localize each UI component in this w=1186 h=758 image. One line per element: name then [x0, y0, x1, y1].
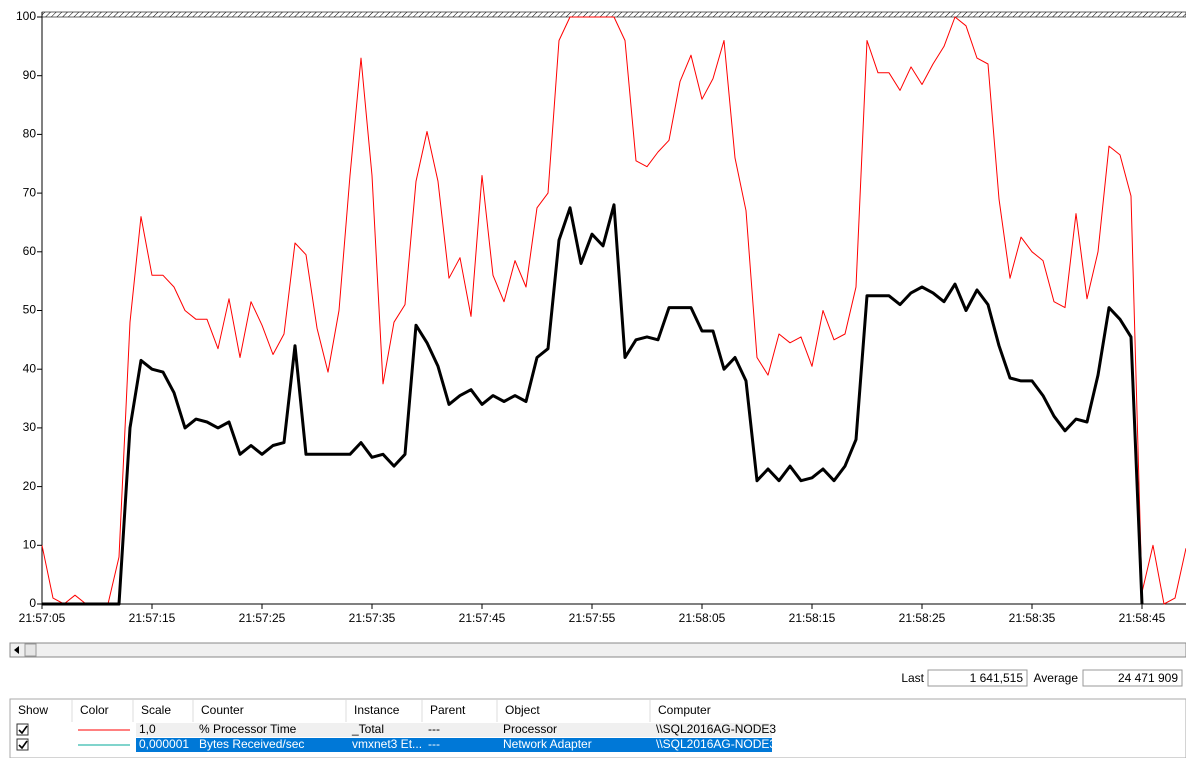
- average-label: Average: [1034, 671, 1079, 685]
- y-tick-label: 60: [23, 244, 37, 258]
- cell: Network Adapter: [503, 737, 592, 751]
- x-tick-label: 21:57:05: [19, 611, 66, 625]
- cell: % Processor Time: [199, 722, 297, 736]
- cell: \\SQL2016AG-NODE3: [656, 722, 776, 736]
- cell: \\SQL2016AG-NODE3: [656, 737, 776, 751]
- cell: 0,000001: [139, 737, 189, 751]
- x-tick-label: 21:57:35: [349, 611, 396, 625]
- average-box: [1082, 669, 1183, 687]
- x-tick-label: 21:58:25: [899, 611, 946, 625]
- x-tick-label: 21:58:05: [679, 611, 726, 625]
- overflow-band: [41, 11, 1186, 18]
- column-header: Instance: [354, 703, 400, 717]
- checkmark: [18, 725, 28, 735]
- x-tick-label: 21:57:55: [569, 611, 616, 625]
- last-label: Last: [901, 671, 924, 685]
- column-header: Computer: [658, 703, 711, 717]
- y-tick-label: 50: [23, 303, 37, 317]
- y-tick-label: 80: [23, 127, 37, 141]
- column-header: Scale: [141, 703, 171, 717]
- scrollbar[interactable]: [9, 642, 1186, 658]
- y-tick-label: 70: [23, 185, 37, 199]
- cell: _Total: [351, 722, 384, 736]
- scroll-thumb[interactable]: [24, 643, 37, 657]
- column-header: Counter: [201, 703, 244, 717]
- show-checkbox[interactable]: [16, 738, 29, 751]
- x-tick-label: 21:57:45: [459, 611, 506, 625]
- column-header: Show: [18, 703, 48, 717]
- row[interactable]: [136, 723, 772, 737]
- series-line: [42, 203, 1144, 606]
- last-box: [927, 669, 1028, 687]
- y-tick-label: 0: [29, 596, 36, 610]
- x-tick-label: 21:57:15: [129, 611, 176, 625]
- cell: vmxnet3 Et...: [352, 737, 422, 751]
- y-tick-label: 40: [23, 361, 37, 375]
- average-value: 24 471 909: [1118, 671, 1178, 685]
- x-tick-label: 21:58:45: [1119, 611, 1166, 625]
- column-header: Color: [80, 703, 109, 717]
- y-tick-label: 90: [23, 68, 37, 82]
- cell: 1,0: [139, 722, 156, 736]
- table-body: Show Color Scale Counter Instance Parent Objec…: [16, 700, 776, 752]
- y-tick-label: 30: [23, 420, 37, 434]
- checkmark: [18, 740, 28, 750]
- y-tick-label: 20: [23, 479, 37, 493]
- column-header: Object: [505, 703, 540, 717]
- x-tick-label: 21:58:15: [789, 611, 836, 625]
- y-tick-label: 10: [23, 537, 37, 551]
- series-line: [41, 16, 1186, 605]
- last-value: 1 641,515: [970, 671, 1024, 685]
- x-tick-label: 21:58:35: [1009, 611, 1056, 625]
- cell: ---: [428, 737, 440, 751]
- x-tick-label: 21:57:25: [239, 611, 286, 625]
- y-tick-label: 100: [16, 9, 36, 23]
- plot: [41, 16, 1186, 606]
- cell: Processor: [503, 722, 557, 736]
- selected-row[interactable]: [136, 738, 772, 752]
- show-checkbox[interactable]: [16, 723, 29, 736]
- cell: ---: [428, 722, 440, 736]
- cell: Bytes Received/sec: [199, 737, 304, 751]
- column-header: Parent: [430, 703, 466, 717]
- scroll-left[interactable]: [14, 646, 19, 654]
